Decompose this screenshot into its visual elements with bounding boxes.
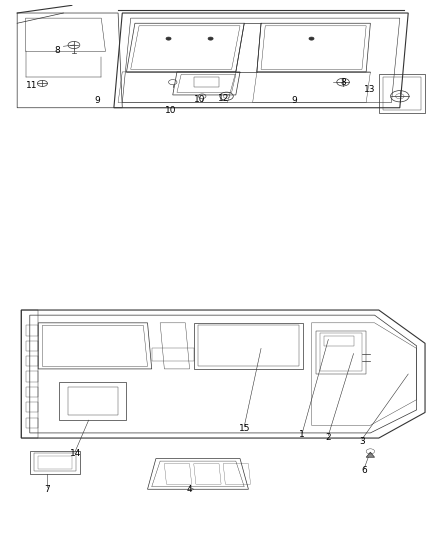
Text: 6: 6 bbox=[361, 466, 367, 475]
Circle shape bbox=[166, 37, 171, 40]
Text: 8: 8 bbox=[54, 46, 60, 55]
Text: 14: 14 bbox=[70, 449, 81, 458]
Text: 9: 9 bbox=[292, 96, 297, 105]
Circle shape bbox=[208, 37, 213, 40]
Text: 10: 10 bbox=[165, 106, 177, 115]
Text: 1: 1 bbox=[300, 430, 305, 439]
Text: 10: 10 bbox=[194, 95, 206, 104]
Polygon shape bbox=[366, 452, 374, 457]
Text: 2: 2 bbox=[325, 433, 331, 442]
Text: 11: 11 bbox=[26, 80, 38, 90]
Text: 15: 15 bbox=[238, 424, 250, 433]
Text: 12: 12 bbox=[218, 94, 229, 103]
Text: 9: 9 bbox=[94, 96, 100, 105]
Text: 4: 4 bbox=[187, 484, 192, 494]
Circle shape bbox=[309, 37, 314, 40]
Text: 3: 3 bbox=[359, 437, 365, 446]
Text: 13: 13 bbox=[364, 85, 375, 94]
Text: 7: 7 bbox=[44, 485, 49, 494]
Text: 8: 8 bbox=[340, 78, 346, 87]
